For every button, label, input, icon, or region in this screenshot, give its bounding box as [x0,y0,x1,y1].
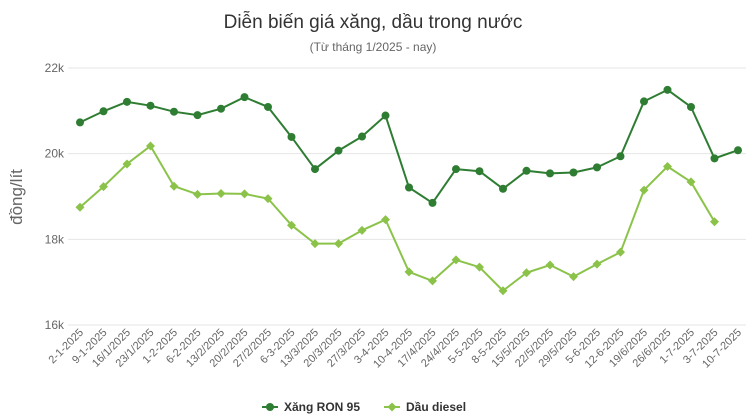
y-tick-label: 22k [45,61,65,75]
data-point[interactable] [99,182,108,192]
grid-lines [68,67,746,326]
data-point[interactable] [287,132,296,141]
data-point[interactable] [663,85,672,94]
data-point[interactable] [498,286,508,296]
data-point[interactable] [734,146,742,155]
data-point[interactable] [710,154,719,163]
data-point[interactable] [123,97,131,106]
data-point[interactable] [146,141,155,151]
data-point[interactable] [428,276,437,286]
series-group [75,85,742,296]
data-point[interactable] [522,268,531,278]
y-tick-labels: 16k 18k 20k 22k [45,61,65,332]
data-point[interactable] [663,162,672,172]
data-point[interactable] [263,194,273,204]
data-point[interactable] [216,189,226,199]
data-point[interactable] [358,132,366,141]
data-point[interactable] [311,165,319,174]
data-point[interactable] [381,215,390,225]
chart-subtitle: (Từ tháng 1/2025 - nay) [310,40,437,54]
data-point[interactable] [122,159,132,169]
legend-marker [266,403,274,411]
data-point[interactable] [404,267,414,277]
series-diesel [75,141,719,296]
legend-item-ron95[interactable]: Xăng RON 95 [262,400,360,414]
data-point[interactable] [240,93,249,102]
data-point[interactable] [522,166,531,175]
data-point[interactable] [592,259,602,269]
data-point[interactable] [451,255,461,265]
series-line [79,144,716,292]
data-point[interactable] [616,152,625,161]
data-point[interactable] [169,181,179,191]
x-tick-labels: 2-1-20259-1-202516/1/202523/1/20251-2-20… [46,327,744,371]
y-axis-label: đồng/lít [7,169,26,225]
data-point[interactable] [639,185,649,195]
data-point[interactable] [146,101,155,110]
chart-title: Diễn biến giá xăng, dầu trong nước [224,11,523,33]
data-point[interactable] [405,183,413,192]
data-point[interactable] [240,189,249,199]
data-point[interactable] [334,146,343,155]
legend-marker [387,402,397,412]
legend-label: Dầu diesel [406,400,466,414]
data-point[interactable] [217,104,225,113]
data-point[interactable] [264,102,272,111]
data-point[interactable] [75,202,85,212]
data-point[interactable] [687,102,695,111]
data-point[interactable] [593,163,601,172]
data-point[interactable] [616,247,625,257]
data-point[interactable] [310,239,320,249]
data-point[interactable] [287,220,296,230]
y-tick-label: 16k [45,318,65,332]
data-point[interactable] [569,168,578,177]
legend-label: Xăng RON 95 [284,400,360,414]
series-ron95 [76,85,742,207]
data-point[interactable] [428,198,437,207]
data-point[interactable] [193,111,202,120]
data-point[interactable] [545,260,555,270]
data-point[interactable] [475,262,484,272]
data-point[interactable] [569,272,578,282]
data-point[interactable] [686,177,696,187]
legend[interactable]: Xăng RON 95 Dầu diesel [262,400,466,414]
data-point[interactable] [170,107,178,116]
data-point[interactable] [475,167,484,176]
data-point[interactable] [99,107,108,116]
y-tick-label: 18k [45,232,65,246]
data-point[interactable] [452,165,460,174]
y-tick-label: 20k [45,147,65,161]
data-point[interactable] [640,97,648,106]
legend-item-diesel[interactable]: Dầu diesel [384,400,466,414]
data-point[interactable] [381,111,390,120]
data-point[interactable] [357,225,367,235]
data-point[interactable] [334,239,343,249]
data-point[interactable] [710,217,719,227]
data-point[interactable] [499,184,507,193]
data-point[interactable] [193,189,202,199]
data-point[interactable] [546,169,554,178]
data-point[interactable] [76,118,84,127]
